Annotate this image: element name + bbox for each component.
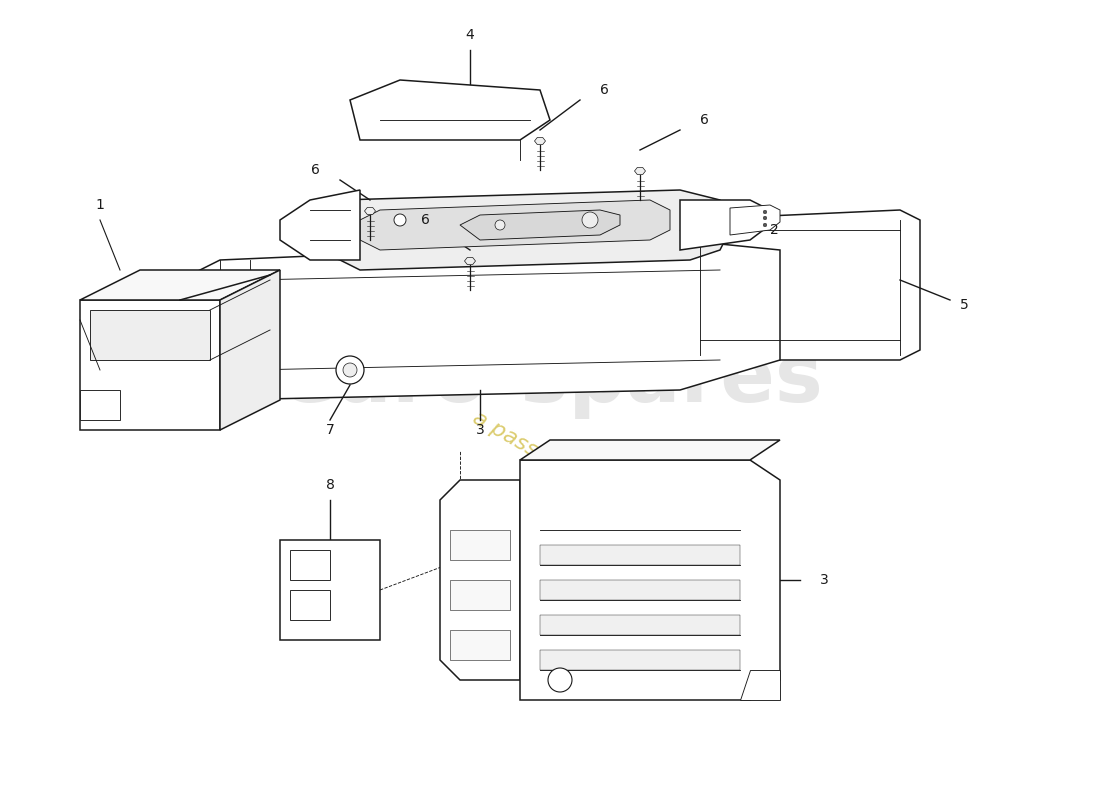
Polygon shape	[220, 270, 280, 430]
Text: 5: 5	[960, 298, 969, 312]
Polygon shape	[680, 210, 920, 360]
Polygon shape	[440, 480, 520, 680]
Text: 6: 6	[311, 163, 320, 177]
Polygon shape	[540, 615, 740, 635]
Text: 6: 6	[421, 213, 430, 227]
Text: 1: 1	[96, 198, 104, 212]
Polygon shape	[350, 80, 550, 140]
Polygon shape	[310, 190, 730, 270]
Polygon shape	[450, 580, 510, 610]
Polygon shape	[80, 270, 280, 300]
Polygon shape	[460, 210, 620, 240]
Circle shape	[495, 220, 505, 230]
Polygon shape	[464, 258, 475, 265]
Polygon shape	[540, 545, 740, 565]
Polygon shape	[450, 630, 510, 660]
Polygon shape	[290, 590, 330, 620]
Circle shape	[582, 212, 598, 228]
Text: euro-spares: euro-spares	[280, 341, 823, 419]
Polygon shape	[520, 440, 780, 460]
Polygon shape	[535, 138, 546, 145]
Polygon shape	[280, 540, 380, 640]
Text: a passion for parts since 1985: a passion for parts since 1985	[470, 407, 771, 593]
Polygon shape	[90, 310, 210, 360]
Text: 7: 7	[326, 423, 334, 437]
Polygon shape	[520, 460, 780, 700]
Text: 2: 2	[770, 223, 779, 237]
Polygon shape	[180, 240, 780, 400]
Polygon shape	[540, 650, 740, 670]
Circle shape	[394, 214, 406, 226]
Circle shape	[763, 210, 767, 214]
Polygon shape	[450, 530, 510, 560]
Circle shape	[336, 356, 364, 384]
Polygon shape	[80, 390, 120, 420]
Text: 4: 4	[465, 28, 474, 42]
Text: 6: 6	[600, 83, 609, 97]
Circle shape	[763, 216, 767, 220]
Polygon shape	[680, 200, 770, 250]
Circle shape	[548, 668, 572, 692]
Text: 6: 6	[700, 113, 708, 127]
Polygon shape	[80, 300, 220, 430]
Text: 8: 8	[326, 478, 334, 492]
Polygon shape	[364, 207, 375, 214]
Polygon shape	[290, 550, 330, 580]
Circle shape	[763, 223, 767, 227]
Polygon shape	[540, 580, 740, 600]
Polygon shape	[635, 167, 646, 174]
Polygon shape	[740, 670, 780, 700]
Polygon shape	[280, 190, 360, 260]
Text: 3: 3	[475, 423, 484, 437]
Text: 3: 3	[820, 573, 828, 587]
Polygon shape	[360, 200, 670, 250]
Circle shape	[343, 363, 358, 377]
Polygon shape	[730, 205, 780, 235]
